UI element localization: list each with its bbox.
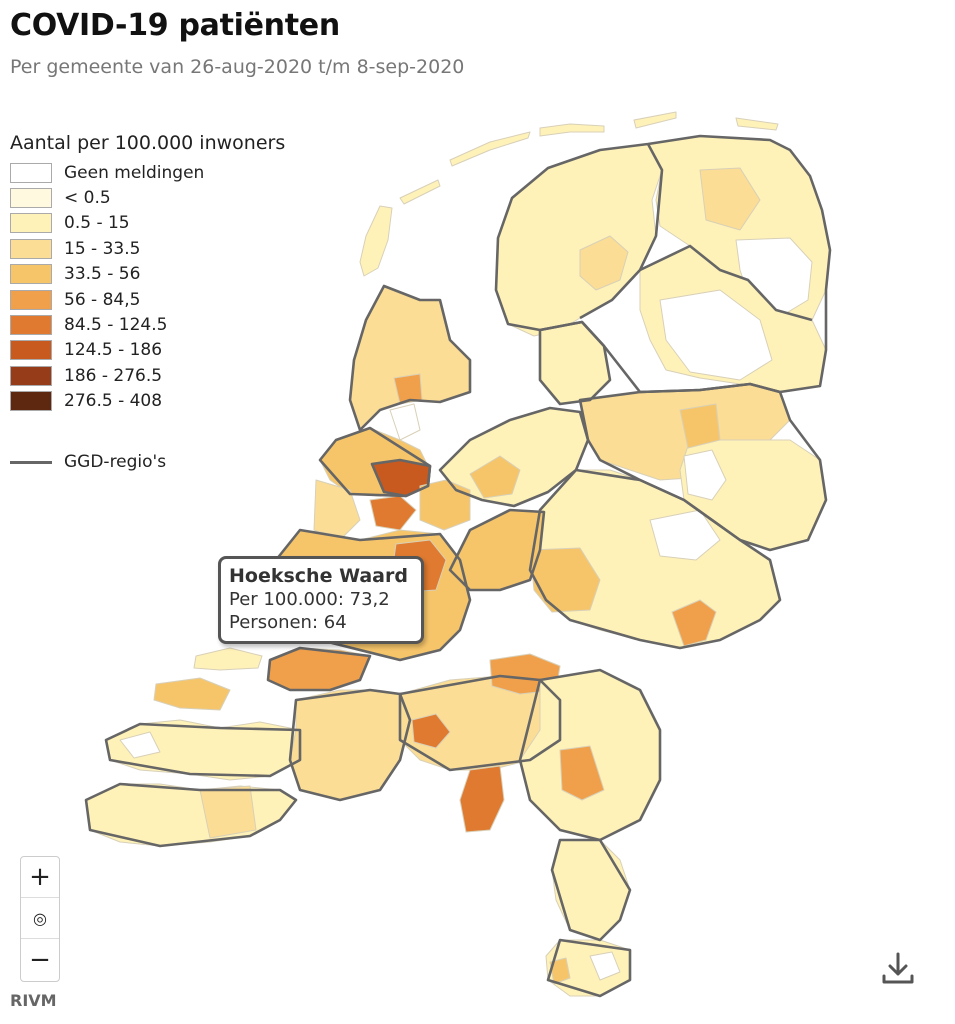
page-title: COVID-19 patiënten	[10, 8, 340, 43]
region-zeeuws-vlaanderen-west[interactable]	[199, 785, 257, 839]
island-rottum[interactable]	[735, 117, 779, 131]
region-west-brabant[interactable]	[289, 689, 411, 801]
legend-item: 276.5 - 408	[10, 389, 285, 414]
legend: Aantal per 100.000 inwoners Geen melding…	[10, 132, 285, 414]
legend-label: 56 - 84,5	[64, 289, 141, 310]
legend-swatch	[10, 391, 52, 412]
legend-label: < 0.5	[64, 188, 111, 209]
zoom-out-button[interactable]: −	[29, 944, 51, 975]
legend-ggd-region: GGD-regio's	[10, 452, 166, 472]
legend-label: Geen meldingen	[64, 162, 205, 183]
region-limburg-north[interactable]	[551, 839, 631, 941]
legend-item: Geen meldingen	[10, 160, 285, 185]
legend-swatch	[10, 188, 52, 209]
legend-item: 124.5 - 186	[10, 338, 285, 363]
region-gelderland-blank[interactable]	[649, 509, 721, 561]
region-almere[interactable]	[469, 455, 521, 499]
legend-label: 33.5 - 56	[64, 264, 141, 285]
legend-item: 0.5 - 15	[10, 211, 285, 236]
legend-label: 15 - 33.5	[64, 238, 141, 259]
region-zwolle[interactable]	[679, 403, 721, 449]
region-friesland-west[interactable]	[579, 235, 629, 291]
legend-item: 33.5 - 56	[10, 262, 285, 287]
island-terschelling[interactable]	[449, 131, 531, 167]
tooltip-name: Hoeksche Waard	[229, 565, 408, 587]
tooltip-persons: Personen: 64	[229, 612, 347, 633]
region-noord-holland-blank[interactable]	[389, 403, 421, 441]
legend-label: 186 - 276.5	[64, 365, 163, 386]
region-haarlemmermeer[interactable]	[369, 495, 417, 531]
legend-item: 84.5 - 124.5	[10, 312, 285, 337]
legend-swatch	[10, 315, 52, 336]
legend-label: 0.5 - 15	[64, 213, 130, 234]
tooltip-per100k: Per 100.000: 73,2	[229, 589, 390, 610]
region-gelderland-mid[interactable]	[529, 547, 601, 613]
region-schouwen[interactable]	[153, 677, 231, 711]
region-eindhoven[interactable]	[459, 765, 505, 833]
region-goeree[interactable]	[193, 647, 263, 671]
region-zeeland-blank[interactable]	[119, 731, 161, 759]
map-tooltip: Hoeksche Waard Per 100.000: 73,2 Persone…	[218, 556, 424, 644]
legend-swatch	[10, 162, 52, 183]
region-drenthe-blank[interactable]	[659, 289, 773, 381]
legend-swatch	[10, 289, 52, 310]
region-limburg-blank[interactable]	[589, 951, 621, 981]
legend-swatch	[10, 340, 52, 361]
legend-swatch	[10, 238, 52, 259]
island-vlieland[interactable]	[399, 179, 441, 205]
island-texel[interactable]	[359, 205, 393, 277]
legend-swatch	[10, 213, 52, 234]
legend-title: Aantal per 100.000 inwoners	[10, 132, 286, 154]
region-friesland[interactable]	[495, 143, 663, 337]
region-helmond[interactable]	[559, 745, 605, 801]
region-groningen-mid[interactable]	[699, 167, 761, 231]
reset-view-button[interactable]: ◎	[21, 898, 59, 939]
source-label: RIVM	[10, 991, 57, 1010]
legend-label: 124.5 - 186	[64, 340, 163, 361]
ggd-label: GGD-regio's	[64, 452, 167, 472]
island-schiermonnikoog[interactable]	[633, 111, 677, 129]
legend-item: 186 - 276.5	[10, 363, 285, 388]
legend-label: 84.5 - 124.5	[64, 315, 168, 336]
region-gooi[interactable]	[419, 479, 471, 531]
legend-item: 15 - 33.5	[10, 236, 285, 261]
region-twente-blank[interactable]	[683, 449, 727, 501]
download-icon[interactable]	[880, 950, 916, 986]
legend-item: < 0.5	[10, 185, 285, 210]
zoom-control: + ◎ −	[20, 856, 60, 982]
region-heerlen[interactable]	[549, 957, 571, 985]
region-tilburg[interactable]	[411, 713, 451, 749]
legend-label: 276.5 - 408	[64, 391, 163, 412]
legend-swatch	[10, 365, 52, 386]
legend-swatch	[10, 264, 52, 285]
island-ameland[interactable]	[539, 123, 605, 137]
page-subtitle: Per gemeente van 26-aug-2020 t/m 8-sep-2…	[10, 56, 465, 78]
legend-item: 56 - 84,5	[10, 287, 285, 312]
zoom-in-button[interactable]: +	[21, 857, 59, 898]
region-nijmegen[interactable]	[671, 599, 717, 647]
ggd-line-swatch	[10, 460, 52, 464]
